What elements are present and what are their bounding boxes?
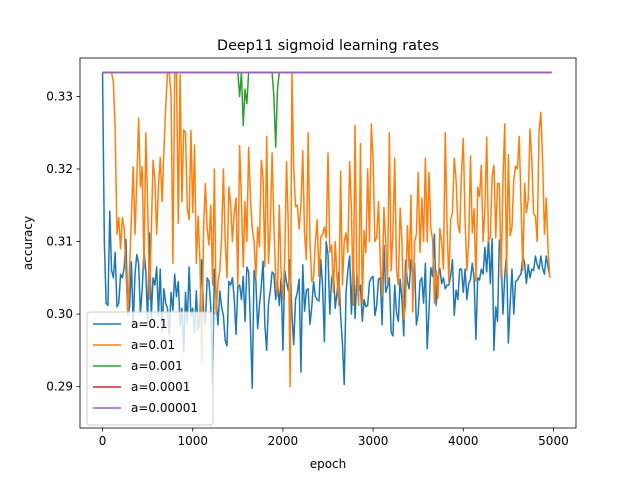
x-tick-label: 3000 (358, 434, 389, 448)
series-line-1 (102, 71, 551, 388)
plot-area (79, 57, 577, 429)
y-axis-label: accuracy (21, 216, 35, 270)
legend-label: a=0.00001 (131, 401, 198, 415)
series-line-0 (101, 72, 551, 389)
legend-label: a=0.001 (131, 359, 183, 373)
y-tick-label: 0.32 (46, 162, 73, 176)
legend-label: a=0.1 (131, 317, 168, 331)
x-tick-label: 1000 (177, 434, 208, 448)
axes-frame (79, 57, 577, 429)
y-tick-label: 0.30 (46, 307, 73, 321)
legend-label: a=0.0001 (131, 380, 190, 394)
x-tick-label: 2000 (268, 434, 299, 448)
y-tick-label: 0.33 (46, 89, 73, 103)
chart-title: Deep11 sigmoid learning rates (217, 38, 439, 54)
x-tick-label: 5000 (538, 434, 569, 448)
x-axis-label: epoch (310, 457, 347, 471)
x-tick-label: 4000 (448, 434, 479, 448)
y-tick-label: 0.31 (46, 235, 73, 249)
y-tick-label: 0.29 (46, 380, 73, 394)
y-axis: 0.29 0.30 0.31 0.32 0.33 (46, 89, 80, 394)
legend-box (86, 311, 214, 426)
series-layer (101, 71, 552, 389)
legend-label: a=0.01 (131, 338, 175, 352)
legend: a=0.1 a=0.01 a=0.001 a=0.0001 a=0.00001 (86, 311, 214, 426)
x-tick-label: 0 (99, 434, 107, 448)
x-axis: 0 1000 2000 3000 4000 5000 (99, 428, 569, 448)
